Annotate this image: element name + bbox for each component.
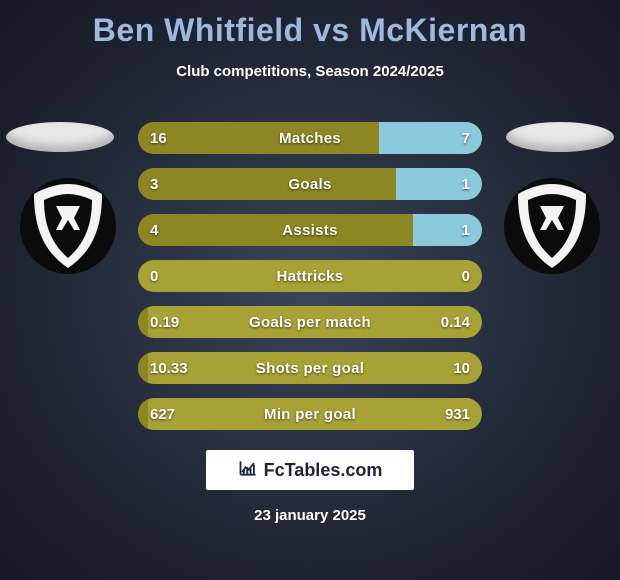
stat-value-right: 1 bbox=[462, 176, 470, 193]
stat-label: Goals per match bbox=[249, 314, 371, 331]
player-left-oval bbox=[6, 122, 114, 152]
stat-value-left: 0 bbox=[150, 268, 158, 285]
stat-value-right: 10 bbox=[453, 360, 470, 377]
stats-table: 16 7 Matches 3 1 Goals 4 1 Assists 0 0 Hattricks 0.1… bbox=[138, 122, 482, 444]
stat-fill-left bbox=[138, 214, 413, 246]
stat-row: 3 1 Goals bbox=[138, 168, 482, 200]
player-right-oval bbox=[506, 122, 614, 152]
stat-fill-left bbox=[138, 398, 148, 430]
stat-row: 0 0 Hattricks bbox=[138, 260, 482, 292]
stat-fill-right bbox=[413, 214, 482, 246]
stat-label: Goals bbox=[288, 176, 331, 193]
stat-label: Matches bbox=[279, 130, 341, 147]
club-badge-left bbox=[18, 176, 118, 276]
stat-value-right: 7 bbox=[462, 130, 470, 147]
stat-fill-left bbox=[138, 168, 396, 200]
stat-value-left: 10.33 bbox=[150, 360, 188, 377]
stat-value-left: 4 bbox=[150, 222, 158, 239]
stat-value-left: 0.19 bbox=[150, 314, 179, 331]
stat-value-right: 931 bbox=[445, 406, 470, 423]
stat-row: 4 1 Assists bbox=[138, 214, 482, 246]
stat-value-right: 1 bbox=[462, 222, 470, 239]
stat-row: 0.19 0.14 Goals per match bbox=[138, 306, 482, 338]
stat-fill-left bbox=[138, 122, 379, 154]
stat-value-left: 627 bbox=[150, 406, 175, 423]
brand-badge[interactable]: FcTables.com bbox=[206, 450, 414, 490]
stat-label: Min per goal bbox=[264, 406, 356, 423]
stat-fill-left bbox=[138, 306, 148, 338]
stat-fill-left bbox=[138, 352, 148, 384]
stat-label: Hattricks bbox=[277, 268, 344, 285]
subtitle: Club competitions, Season 2024/2025 bbox=[0, 63, 620, 80]
stat-label: Assists bbox=[282, 222, 337, 239]
stat-label: Shots per goal bbox=[256, 360, 364, 377]
stat-row: 10.33 10 Shots per goal bbox=[138, 352, 482, 384]
stat-value-left: 3 bbox=[150, 176, 158, 193]
club-badge-right bbox=[502, 176, 602, 276]
chart-icon bbox=[238, 458, 258, 483]
stat-value-right: 0 bbox=[462, 268, 470, 285]
brand-label: FcTables.com bbox=[264, 460, 383, 481]
page-title: Ben Whitfield vs McKiernan bbox=[0, 0, 620, 49]
stat-value-right: 0.14 bbox=[441, 314, 470, 331]
date-label: 23 january 2025 bbox=[0, 507, 620, 524]
stat-row: 627 931 Min per goal bbox=[138, 398, 482, 430]
stat-row: 16 7 Matches bbox=[138, 122, 482, 154]
stat-value-left: 16 bbox=[150, 130, 167, 147]
